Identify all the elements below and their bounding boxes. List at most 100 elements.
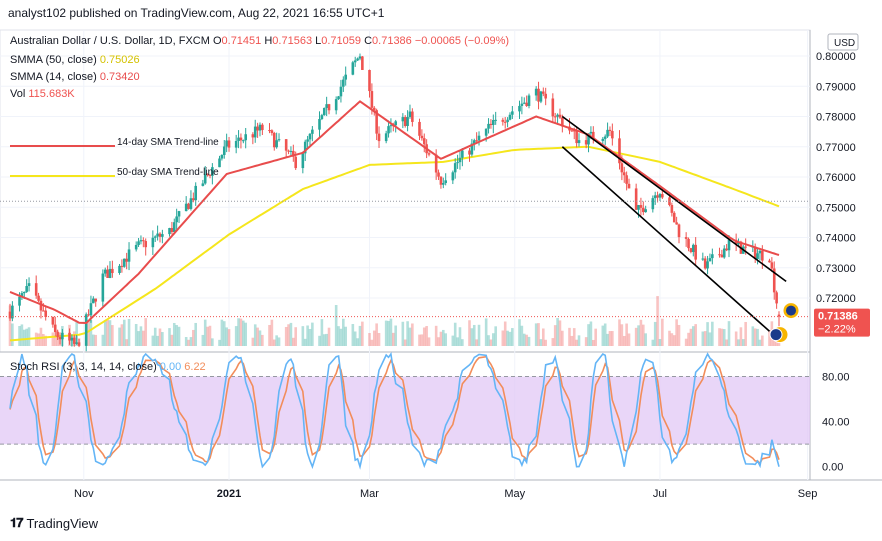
volume-bar xyxy=(711,321,714,346)
candle-body xyxy=(225,140,228,147)
sma14-value: 0.73420 xyxy=(100,71,140,83)
candle-body xyxy=(327,104,331,111)
candle-body xyxy=(144,241,148,248)
volume-bar xyxy=(644,333,647,346)
volume-bar xyxy=(470,328,474,346)
price-tick-label: 0.72000 xyxy=(816,293,856,305)
volume-bar xyxy=(656,296,659,346)
candle-body xyxy=(239,137,243,141)
candle-body xyxy=(134,244,138,250)
candle-body xyxy=(570,130,574,132)
candle-body xyxy=(584,140,588,145)
last-price-box xyxy=(814,308,870,337)
candle-body xyxy=(618,138,621,164)
candle-body xyxy=(58,336,62,340)
time-tick-label: May xyxy=(504,488,525,500)
price-tick-label: 0.78000 xyxy=(816,112,856,124)
volume-bar xyxy=(420,334,424,346)
volume-bar xyxy=(122,319,126,346)
volume-bar xyxy=(351,324,355,346)
candle-body xyxy=(37,295,40,301)
volume-bar xyxy=(751,326,755,346)
candle-body xyxy=(337,96,340,100)
candle-body xyxy=(92,298,95,304)
sma50-annotation: 50-day SMA Trend-line xyxy=(117,167,219,178)
candle-body xyxy=(601,138,605,141)
volume-bar xyxy=(184,337,188,346)
candle-body xyxy=(108,268,112,278)
candle-body xyxy=(606,129,609,137)
volume-bar xyxy=(125,339,128,346)
candle-body xyxy=(377,133,381,142)
ohlc-key: L xyxy=(315,35,321,47)
rsi-tick-label: 80.00 xyxy=(822,372,850,384)
candle-body xyxy=(653,195,657,199)
volume-bar xyxy=(706,322,709,346)
sma14-annotation: 14-day SMA Trend-line xyxy=(117,137,219,148)
volume-bar xyxy=(306,325,309,346)
volume-bar xyxy=(501,330,505,346)
candle-body xyxy=(375,110,378,134)
volume-bar xyxy=(722,329,726,346)
volume-bar xyxy=(394,325,397,346)
volume-bar xyxy=(444,333,447,346)
overlay: 14-day SMA Trend-line 50-day SMA Trend-li… xyxy=(0,137,810,344)
chart-canvas[interactable]: 14-day SMA Trend-line 50-day SMA Trend-li… xyxy=(0,24,882,510)
candle-body xyxy=(470,143,474,155)
candle-body xyxy=(361,56,364,70)
candle-body xyxy=(158,233,162,237)
candle-body xyxy=(122,258,126,267)
candle-body xyxy=(587,133,590,145)
candle-body xyxy=(394,121,397,126)
volume-bar xyxy=(439,331,443,346)
candle-body xyxy=(275,140,278,148)
volume-bar xyxy=(492,333,495,346)
volume-bar xyxy=(375,323,378,346)
volume-bar xyxy=(653,321,657,346)
volume-bar xyxy=(194,322,198,346)
volume-bar xyxy=(551,338,555,346)
volume-bar xyxy=(703,331,707,346)
candle-body xyxy=(401,117,405,122)
volume-bar xyxy=(594,328,597,346)
candle-body xyxy=(42,310,45,312)
last-price-label: 0.71386 xyxy=(818,311,858,323)
candle-body xyxy=(201,183,205,186)
volume-bar xyxy=(758,339,762,346)
volume-bar xyxy=(101,334,105,346)
candle-body xyxy=(708,258,712,262)
volume-bar xyxy=(51,332,55,346)
candle-body xyxy=(525,102,528,106)
candle-body xyxy=(56,332,59,337)
candle-body xyxy=(458,157,462,163)
volume-bar xyxy=(718,328,721,346)
volume-bar xyxy=(401,321,405,346)
volume-bar xyxy=(37,333,40,346)
candle-body xyxy=(406,117,409,126)
sma50-line xyxy=(9,145,780,342)
volume-bar xyxy=(691,326,695,346)
candle-body xyxy=(189,198,193,209)
volume-bar xyxy=(358,325,362,346)
volume-bar xyxy=(561,330,564,346)
candle-body xyxy=(294,156,297,169)
volume-bar xyxy=(284,326,288,346)
candle-body xyxy=(711,254,714,259)
change-value: −0.00065 (−0.09%) xyxy=(415,35,509,47)
volume-bar xyxy=(144,318,148,346)
candle-body xyxy=(222,146,226,155)
candle-body xyxy=(68,332,71,341)
volume-bar xyxy=(637,325,640,346)
candle-body xyxy=(506,119,509,123)
candle-body xyxy=(639,205,643,208)
candle-body xyxy=(453,163,457,173)
candle-body xyxy=(84,314,88,346)
candle-body xyxy=(691,244,695,253)
candle-body xyxy=(534,88,538,96)
volume-bar xyxy=(708,332,712,346)
candle-body xyxy=(411,111,414,122)
footer: 𝟏𝟕 TradingView xyxy=(10,515,98,531)
volume-bar xyxy=(458,327,462,346)
candle-body xyxy=(139,240,143,242)
volume-bar xyxy=(434,325,438,346)
